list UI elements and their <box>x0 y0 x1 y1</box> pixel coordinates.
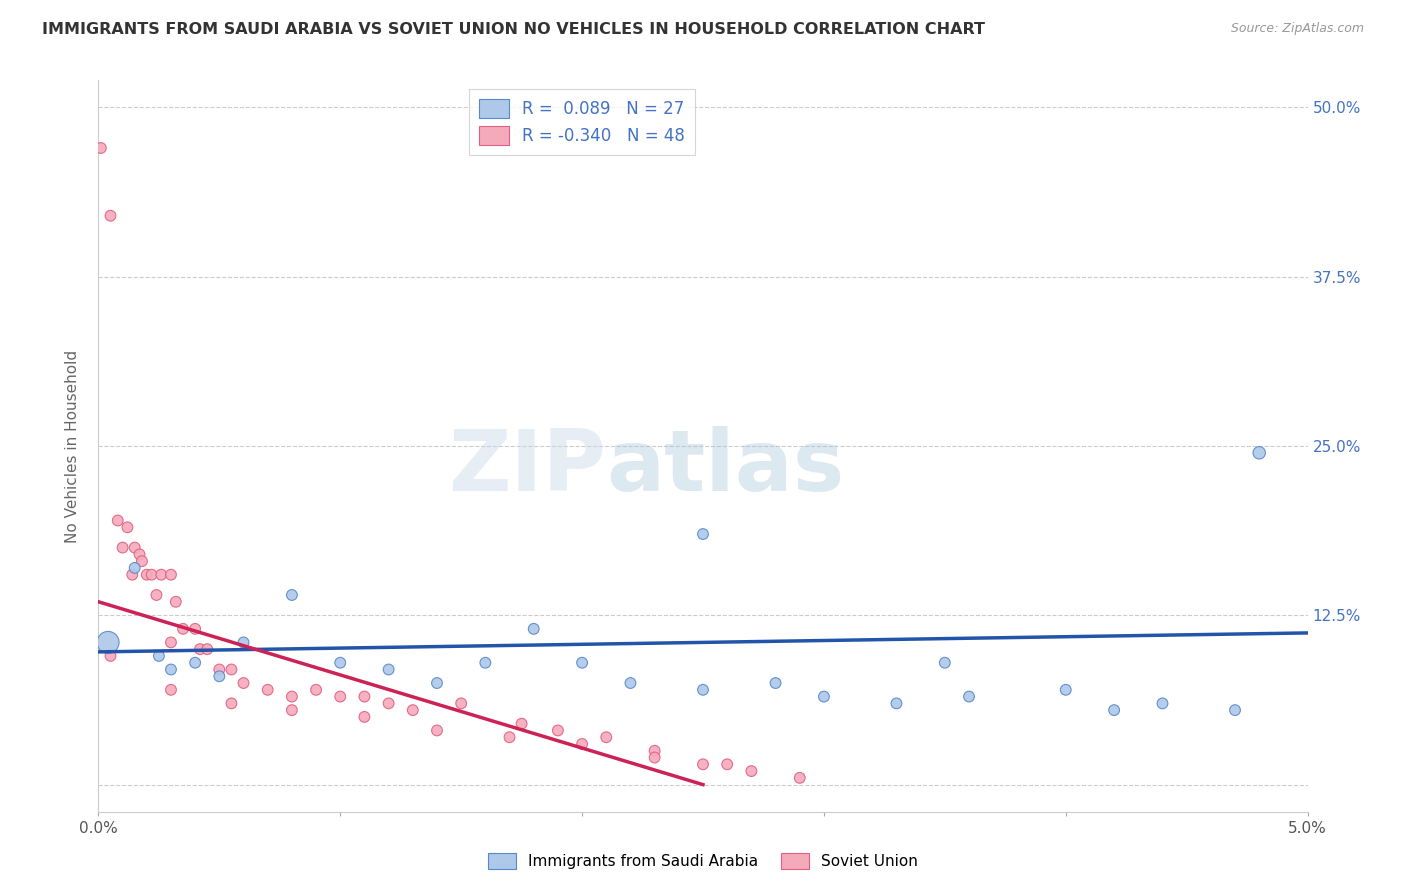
Point <box>329 656 352 670</box>
Point <box>886 697 908 711</box>
Point <box>716 757 738 772</box>
Point <box>692 757 714 772</box>
Point <box>221 697 243 711</box>
Point <box>117 520 139 534</box>
Point <box>208 663 231 677</box>
Point <box>740 764 762 778</box>
Point <box>450 697 472 711</box>
Point <box>184 656 207 670</box>
Point <box>571 737 593 751</box>
Point <box>172 622 194 636</box>
Point <box>426 723 449 738</box>
Point <box>498 730 520 744</box>
Legend: R =  0.089   N = 27, R = -0.340   N = 48: R = 0.089 N = 27, R = -0.340 N = 48 <box>470 88 695 155</box>
Text: IMMIGRANTS FROM SAUDI ARABIA VS SOVIET UNION NO VEHICLES IN HOUSEHOLD CORRELATIO: IMMIGRANTS FROM SAUDI ARABIA VS SOVIET U… <box>42 22 986 37</box>
Text: Source: ZipAtlas.com: Source: ZipAtlas.com <box>1230 22 1364 36</box>
Point <box>100 209 122 223</box>
Point <box>124 561 146 575</box>
Point <box>90 141 112 155</box>
Point <box>353 710 375 724</box>
Point <box>221 663 243 677</box>
Point <box>957 690 980 704</box>
Point <box>1223 703 1246 717</box>
Point <box>160 635 183 649</box>
Point <box>100 648 122 663</box>
Point <box>644 750 666 764</box>
Point <box>150 567 173 582</box>
Point <box>195 642 218 657</box>
Point <box>692 682 714 697</box>
Point <box>1249 446 1271 460</box>
Point <box>124 541 146 555</box>
Point <box>160 663 183 677</box>
Point <box>619 676 641 690</box>
Point <box>281 588 304 602</box>
Point <box>256 682 278 697</box>
Point <box>135 567 157 582</box>
Point <box>305 682 328 697</box>
Legend: Immigrants from Saudi Arabia, Soviet Union: Immigrants from Saudi Arabia, Soviet Uni… <box>482 847 924 875</box>
Point <box>377 663 399 677</box>
Point <box>128 547 150 561</box>
Point <box>208 669 231 683</box>
Point <box>402 703 425 717</box>
Point <box>353 690 375 704</box>
Point <box>232 635 254 649</box>
Point <box>789 771 811 785</box>
Text: atlas: atlas <box>606 426 845 509</box>
Point <box>1102 703 1125 717</box>
Point <box>281 690 304 704</box>
Point <box>160 567 183 582</box>
Point <box>934 656 956 670</box>
Point <box>426 676 449 690</box>
Point <box>523 622 546 636</box>
Point <box>1152 697 1174 711</box>
Text: ZIP: ZIP <box>449 426 606 509</box>
Point <box>510 716 533 731</box>
Point <box>165 595 187 609</box>
Point <box>188 642 211 657</box>
Point <box>765 676 787 690</box>
Point <box>571 656 593 670</box>
Point <box>813 690 835 704</box>
Point <box>281 703 304 717</box>
Point <box>160 682 183 697</box>
Point <box>692 527 714 541</box>
Point <box>474 656 496 670</box>
Point <box>148 648 170 663</box>
Point <box>377 697 399 711</box>
Point <box>644 744 666 758</box>
Point <box>131 554 153 568</box>
Point <box>329 690 352 704</box>
Y-axis label: No Vehicles in Household: No Vehicles in Household <box>65 350 80 542</box>
Point <box>121 567 143 582</box>
Point <box>145 588 167 602</box>
Point <box>184 622 207 636</box>
Point <box>547 723 569 738</box>
Point <box>595 730 617 744</box>
Point <box>232 676 254 690</box>
Point <box>97 635 120 649</box>
Point <box>111 541 134 555</box>
Point <box>1054 682 1077 697</box>
Point <box>107 514 129 528</box>
Point <box>141 567 163 582</box>
